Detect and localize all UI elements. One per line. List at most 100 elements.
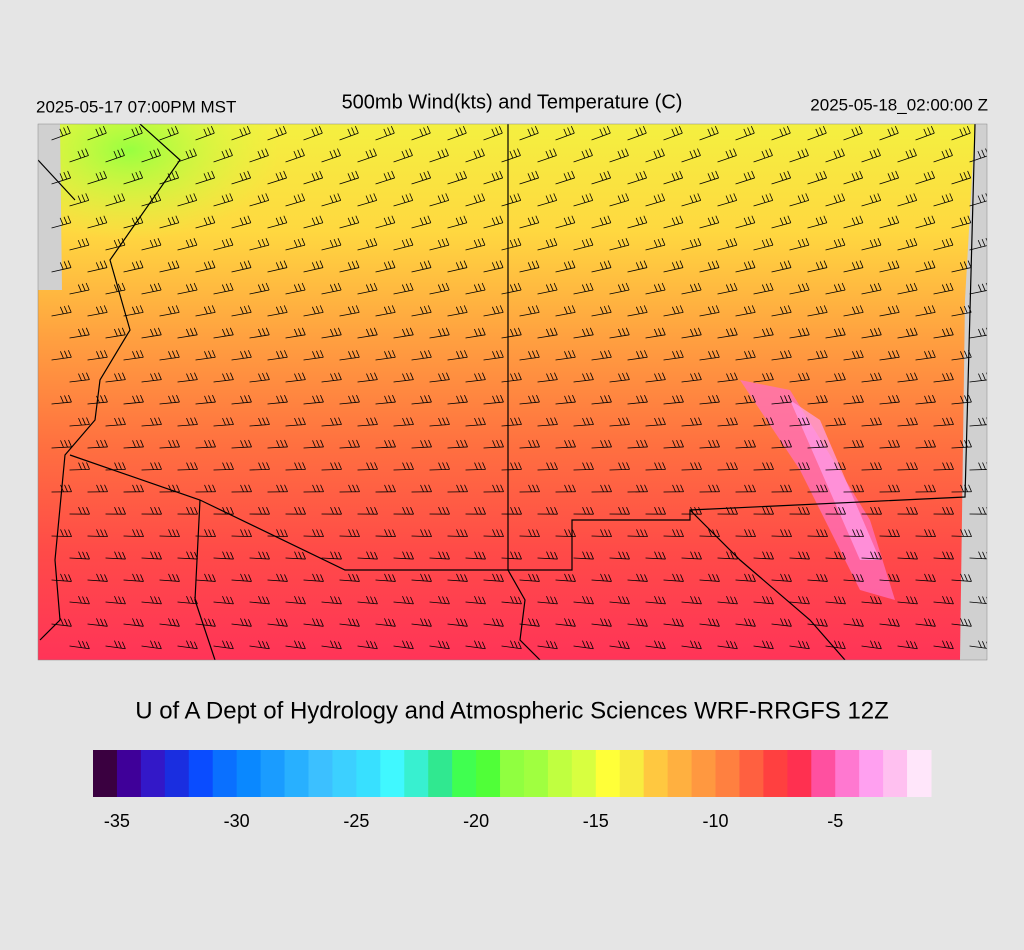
colorbar-tick-label: -5 bbox=[827, 811, 843, 831]
barb-flag bbox=[496, 350, 500, 358]
barb-flag bbox=[855, 305, 860, 314]
barb-shaft bbox=[645, 199, 665, 207]
barb-shaft bbox=[303, 222, 323, 229]
barb-shaft bbox=[231, 222, 251, 229]
barb-flag bbox=[892, 618, 896, 626]
barb-shaft bbox=[681, 601, 702, 605]
barb-shaft bbox=[267, 267, 288, 273]
barb-flag bbox=[780, 395, 784, 404]
barb-flag bbox=[676, 350, 680, 358]
barb-shaft bbox=[609, 424, 630, 427]
barb-flag bbox=[63, 305, 68, 314]
barb-flag bbox=[661, 148, 665, 156]
barb-flag bbox=[716, 484, 720, 492]
barb-flag bbox=[500, 484, 504, 492]
barb-flag bbox=[391, 260, 396, 268]
barb-flag bbox=[527, 306, 532, 315]
barb-flag bbox=[330, 640, 334, 648]
barb-flag bbox=[280, 574, 284, 582]
barb-flag bbox=[676, 484, 680, 492]
barb-flag bbox=[262, 551, 266, 559]
barb-flag bbox=[510, 328, 514, 337]
barb-flag bbox=[527, 262, 532, 270]
barb-flag bbox=[82, 372, 86, 381]
barb-shaft bbox=[393, 244, 414, 251]
barb-flag bbox=[690, 417, 694, 426]
barb-flag bbox=[910, 551, 914, 559]
barb-flag bbox=[621, 283, 626, 291]
barb-shaft bbox=[933, 334, 954, 339]
barb-shaft bbox=[753, 468, 774, 471]
barb-flag bbox=[194, 596, 198, 605]
barb-flag bbox=[932, 619, 936, 627]
barb-shaft bbox=[465, 601, 486, 605]
barb-flag bbox=[860, 484, 864, 492]
barb-flag bbox=[621, 328, 626, 336]
barb-shaft bbox=[969, 155, 987, 163]
barb-shaft bbox=[699, 312, 720, 317]
barb-shaft bbox=[339, 623, 360, 627]
barb-flag bbox=[348, 529, 352, 537]
barb-shaft bbox=[609, 244, 630, 251]
barb-flag bbox=[135, 261, 140, 269]
barb-flag bbox=[887, 217, 892, 226]
barb-flag bbox=[406, 462, 410, 470]
barb-shaft bbox=[357, 424, 378, 427]
barb-flag bbox=[564, 351, 568, 359]
barb-flag bbox=[114, 462, 118, 470]
barb-flag bbox=[581, 195, 586, 203]
barb-shaft bbox=[69, 468, 90, 471]
barb-flag bbox=[424, 618, 428, 626]
barb-flag bbox=[455, 173, 460, 181]
barb-flag bbox=[298, 506, 302, 515]
colorbar: -35 -30 -25 -20 -15 -10 -5 bbox=[93, 750, 932, 831]
barb-shaft bbox=[951, 177, 971, 185]
barb-flag bbox=[211, 215, 216, 223]
barb-flag bbox=[888, 529, 892, 537]
barb-flag bbox=[851, 217, 856, 226]
barb-flag bbox=[582, 595, 586, 604]
barb-flag bbox=[189, 149, 194, 157]
barb-flag bbox=[428, 574, 432, 582]
barb-flag bbox=[978, 595, 982, 604]
barb-flag bbox=[532, 439, 536, 448]
barb-flag bbox=[711, 261, 716, 269]
barb-flag bbox=[798, 506, 802, 515]
barb-shaft bbox=[951, 579, 972, 582]
barb-flag bbox=[492, 573, 496, 582]
barb-flag bbox=[802, 462, 806, 470]
barb-shaft bbox=[177, 557, 198, 560]
barb-flag bbox=[603, 127, 607, 135]
barb-flag bbox=[626, 551, 630, 560]
barb-shaft bbox=[879, 267, 900, 273]
barb-flag bbox=[354, 125, 359, 134]
barb-flag bbox=[960, 484, 964, 493]
barb-shaft bbox=[807, 446, 828, 449]
barb-flag bbox=[329, 239, 334, 248]
barb-flag bbox=[247, 350, 252, 358]
barb-shaft bbox=[429, 199, 449, 207]
barb-flag bbox=[78, 373, 82, 381]
barb-flag bbox=[892, 574, 896, 582]
barb-shaft bbox=[447, 623, 468, 627]
barb-flag bbox=[294, 506, 298, 515]
barb-flag bbox=[531, 216, 536, 224]
barb-flag bbox=[437, 239, 442, 248]
barb-flag bbox=[679, 215, 684, 223]
barb-flag bbox=[239, 262, 244, 270]
barb-flag bbox=[348, 351, 352, 359]
barb-flag bbox=[870, 462, 874, 470]
barb-shaft bbox=[303, 312, 324, 317]
barb-flag bbox=[658, 551, 662, 559]
barb-flag bbox=[841, 193, 846, 201]
barb-shaft bbox=[501, 379, 522, 383]
barb-flag bbox=[402, 506, 406, 515]
barb-flag bbox=[302, 417, 306, 425]
barb-flag bbox=[568, 574, 572, 582]
barb-flag bbox=[77, 195, 82, 203]
barb-shaft bbox=[681, 334, 702, 339]
barb-flag bbox=[423, 127, 427, 135]
barb-shaft bbox=[105, 557, 126, 560]
barb-flag bbox=[369, 283, 374, 291]
barb-flag bbox=[428, 439, 432, 448]
